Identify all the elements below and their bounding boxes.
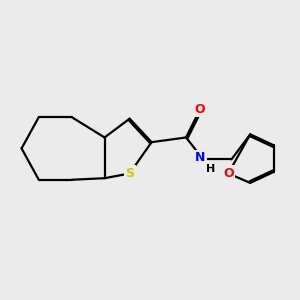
- Text: S: S: [125, 167, 134, 180]
- Text: N: N: [195, 151, 205, 164]
- Text: O: O: [223, 167, 234, 180]
- Text: O: O: [195, 103, 206, 116]
- Text: H: H: [206, 164, 215, 174]
